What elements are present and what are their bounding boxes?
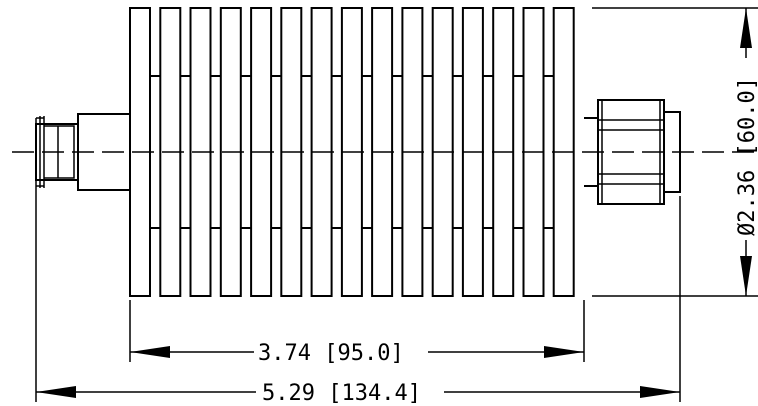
diameter-label: Ø2.36 [60.0] xyxy=(735,77,758,236)
diameter-dimension: Ø2.36 [60.0] xyxy=(735,8,758,296)
heat-sink-core xyxy=(150,75,554,229)
body-length-dimension: 3.74 [95.0] xyxy=(130,341,584,366)
extension-lines xyxy=(35,7,758,402)
overall-length-label: 5.29 [134.4] xyxy=(262,381,421,406)
body-length-label: 3.74 [95.0] xyxy=(258,341,404,366)
overall-length-dimension: 5.29 [134.4] xyxy=(36,381,680,406)
